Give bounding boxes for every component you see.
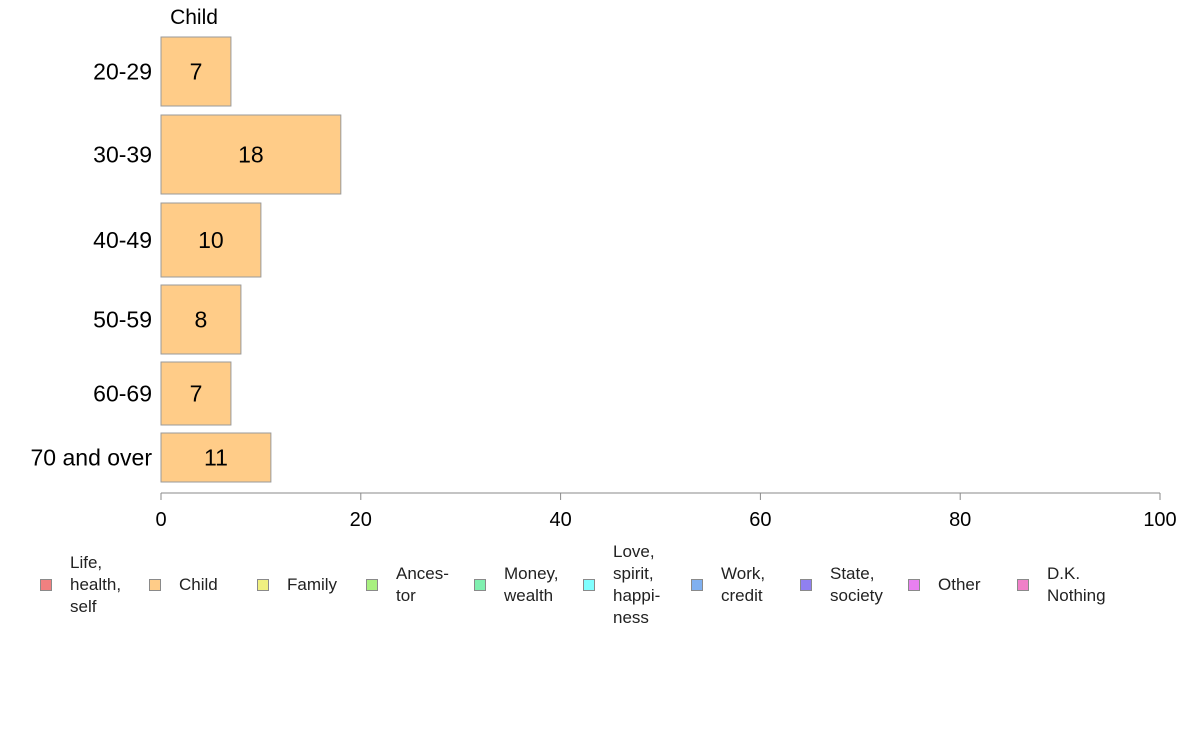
x-tick-label: 80 xyxy=(949,509,971,530)
legend-label: Money, wealth xyxy=(504,564,559,605)
legend-item: Money, wealth xyxy=(474,538,559,632)
bar-30-39 xyxy=(160,114,342,195)
bar-40-49 xyxy=(160,202,262,278)
category-label: 70 and over xyxy=(31,445,153,471)
category-label: 60-69 xyxy=(93,381,152,407)
legend-swatch xyxy=(800,579,812,591)
legend-label: Child xyxy=(179,575,218,594)
data-label: 18 xyxy=(238,142,264,168)
legend-item: Work, credit xyxy=(691,538,765,632)
legend-label: Family xyxy=(287,575,338,594)
category-label: 20-29 xyxy=(93,59,152,85)
bars-group: 20-29 7 30-39 18 40-49 10 50-59 8 60-69 7 70 and o… xyxy=(31,36,342,483)
data-label: 8 xyxy=(195,307,208,333)
legend-swatch xyxy=(1017,579,1029,591)
legend-item: Other xyxy=(908,538,981,632)
category-label: 50-59 xyxy=(93,307,152,333)
bar-20-29 xyxy=(160,36,232,107)
bar-50-59 xyxy=(160,284,242,355)
legend-item: Child xyxy=(149,538,218,632)
x-tick-label: 100 xyxy=(1143,509,1176,530)
x-tick-label: 60 xyxy=(749,509,771,530)
data-label: 7 xyxy=(190,59,203,85)
legend-label: D.K. Nothing xyxy=(1047,564,1106,605)
legend-item: Life, health, self xyxy=(40,538,121,632)
legend-label: Work, credit xyxy=(721,564,766,605)
legend-swatch xyxy=(149,579,161,591)
legend-label: Life, health, self xyxy=(70,553,122,616)
x-tick-label: 40 xyxy=(549,509,571,530)
legend-swatch xyxy=(40,579,52,591)
bar-70-and-over xyxy=(160,432,272,483)
data-label: 11 xyxy=(204,445,228,471)
legend-item: Family xyxy=(257,538,337,632)
x-tick-label: 20 xyxy=(350,509,372,530)
bar-chart: Child 20-29 7 30-39 18 40-49 10 50-59 8 60-69 7 70… xyxy=(31,6,1177,530)
legend-swatch xyxy=(583,579,595,591)
legend-label: Love, spirit, happi- ness xyxy=(613,542,661,627)
category-label: 40-49 xyxy=(93,227,152,253)
legend-swatch xyxy=(691,579,703,591)
legend-label: State, society xyxy=(830,564,883,605)
legend: Life, health, self Child Family Ances- tor M… xyxy=(0,538,1188,638)
legend-swatch xyxy=(366,579,378,591)
legend-label: Ances- tor xyxy=(396,564,449,605)
data-label: 7 xyxy=(190,381,203,407)
legend-swatch xyxy=(257,579,269,591)
data-label: 10 xyxy=(198,227,224,253)
x-tick-label: 0 xyxy=(155,509,166,530)
legend-item: Ances- tor xyxy=(366,538,449,632)
legend-label: Other xyxy=(938,575,981,594)
legend-swatch xyxy=(908,579,920,591)
legend-item: State, society xyxy=(800,538,883,632)
legend-swatch xyxy=(474,579,486,591)
legend-item: D.K. Nothing xyxy=(1017,538,1106,632)
category-label: 30-39 xyxy=(93,142,152,168)
x-axis: 0 20 40 60 80 100 xyxy=(155,492,1177,530)
legend-item: Love, spirit, happi- ness xyxy=(583,538,660,632)
panel-title: Child xyxy=(170,6,218,29)
bar-60-69 xyxy=(160,361,232,426)
